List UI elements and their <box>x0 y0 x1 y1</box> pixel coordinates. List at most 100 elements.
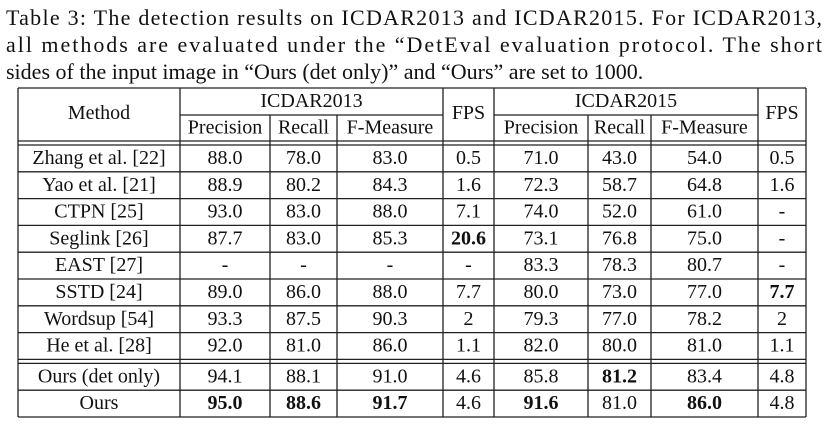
data-cell: 86.0 <box>286 281 321 303</box>
data-cell: 7.1 <box>456 201 481 223</box>
data-cell: 83.0 <box>373 147 408 169</box>
data-cell: 1.6 <box>456 174 481 196</box>
data-cell: - <box>300 254 307 276</box>
data-cell: 4.6 <box>456 365 481 387</box>
data-cell: 71.0 <box>524 147 559 169</box>
data-cell: 88.9 <box>208 174 243 196</box>
header-cell: Recall <box>278 117 330 139</box>
header-cell: Method <box>68 102 130 124</box>
data-cell: 95.0 <box>208 392 243 414</box>
data-cell: 86.0 <box>373 335 408 357</box>
data-cell: 1.1 <box>770 335 795 357</box>
data-cell: 81.0 <box>286 335 321 357</box>
method-cell: Yao et al. [21] <box>42 174 156 196</box>
data-cell: 7.7 <box>770 281 795 303</box>
data-cell: 80.0 <box>524 281 559 303</box>
data-cell: 78.2 <box>687 308 722 330</box>
data-cell: 83.4 <box>687 365 722 387</box>
data-cell: 75.0 <box>687 227 722 249</box>
data-cell: 78.3 <box>602 254 637 276</box>
method-cell: Ours (det only) <box>38 365 160 387</box>
data-cell: 89.0 <box>208 281 243 303</box>
data-cell: 77.0 <box>687 281 722 303</box>
method-cell: Wordsup [54] <box>44 308 154 330</box>
data-cell: 83.0 <box>286 227 321 249</box>
data-cell: - <box>222 254 229 276</box>
header-cell: F-Measure <box>661 117 748 139</box>
data-cell: 1.6 <box>770 174 795 196</box>
data-cell: 72.3 <box>524 174 559 196</box>
data-cell: 87.7 <box>208 227 243 249</box>
data-cell: 7.7 <box>456 281 481 303</box>
data-cell: 85.3 <box>373 227 408 249</box>
header-cell: Precision <box>504 117 578 139</box>
data-cell: 80.7 <box>687 254 722 276</box>
data-cell: 85.8 <box>524 365 559 387</box>
data-cell: 0.5 <box>456 147 481 169</box>
data-cell: 73.0 <box>602 281 637 303</box>
data-cell: 81.2 <box>602 365 637 387</box>
data-cell: 2 <box>464 308 474 330</box>
data-cell: 1.1 <box>456 335 481 357</box>
data-cell: 88.0 <box>373 281 408 303</box>
header-cell: FPS <box>765 102 798 124</box>
data-cell: - <box>387 254 394 276</box>
data-cell: 81.0 <box>687 335 722 357</box>
data-cell: 4.8 <box>770 392 795 414</box>
header-cell: Recall <box>594 117 646 139</box>
data-cell: 4.6 <box>456 392 481 414</box>
data-cell: 76.8 <box>602 227 637 249</box>
caption-line: Table 3: The detection results on ICDAR2… <box>6 5 822 30</box>
data-cell: 54.0 <box>687 147 722 169</box>
group-header: ICDAR2013 <box>260 90 362 112</box>
data-cell: 93.3 <box>208 308 243 330</box>
data-cell: 91.0 <box>373 365 408 387</box>
data-cell: 80.0 <box>602 335 637 357</box>
data-cell: 88.0 <box>373 201 408 223</box>
data-cell: 94.1 <box>208 365 243 387</box>
data-cell: 88.0 <box>208 147 243 169</box>
data-cell: 83.3 <box>524 254 559 276</box>
group-header: ICDAR2015 <box>575 90 677 112</box>
data-cell: 2 <box>777 308 787 330</box>
data-cell: - <box>465 254 472 276</box>
data-cell: 43.0 <box>602 147 637 169</box>
data-cell: 52.0 <box>602 201 637 223</box>
data-cell: 82.0 <box>524 335 559 357</box>
data-cell: 0.5 <box>770 147 795 169</box>
caption-line: sides of the input image in “Ours (det o… <box>6 59 643 84</box>
data-cell: - <box>779 201 786 223</box>
data-cell: 61.0 <box>687 201 722 223</box>
data-cell: 77.0 <box>602 308 637 330</box>
data-cell: 90.3 <box>373 308 408 330</box>
data-cell: - <box>779 227 786 249</box>
method-cell: Ours <box>80 392 119 414</box>
data-cell: 74.0 <box>524 201 559 223</box>
method-cell: He et al. [28] <box>46 335 152 357</box>
data-cell: 81.0 <box>602 392 637 414</box>
method-cell: Zhang et al. [22] <box>32 147 165 169</box>
data-cell: 84.3 <box>373 174 408 196</box>
data-cell: 4.8 <box>770 365 795 387</box>
data-cell: 64.8 <box>687 174 722 196</box>
header-cell: F-Measure <box>347 117 434 139</box>
data-cell: 93.0 <box>208 201 243 223</box>
data-cell: 86.0 <box>687 392 722 414</box>
method-cell: CTPN [25] <box>54 201 143 223</box>
method-cell: SSTD [24] <box>55 281 142 303</box>
data-cell: 83.0 <box>286 201 321 223</box>
header-cell: Precision <box>188 117 262 139</box>
data-cell: 73.1 <box>524 227 559 249</box>
data-cell: 88.1 <box>286 365 321 387</box>
data-cell: 91.7 <box>373 392 408 414</box>
method-cell: EAST [27] <box>55 254 143 276</box>
data-cell: 78.0 <box>286 147 321 169</box>
data-cell: 80.2 <box>286 174 321 196</box>
method-cell: Seglink [26] <box>49 227 148 249</box>
data-cell: 79.3 <box>524 308 559 330</box>
data-cell: 58.7 <box>602 174 637 196</box>
data-cell: 91.6 <box>524 392 559 414</box>
data-cell: 20.6 <box>451 227 486 249</box>
data-cell: 87.5 <box>286 308 321 330</box>
header-cell: FPS <box>452 102 485 124</box>
